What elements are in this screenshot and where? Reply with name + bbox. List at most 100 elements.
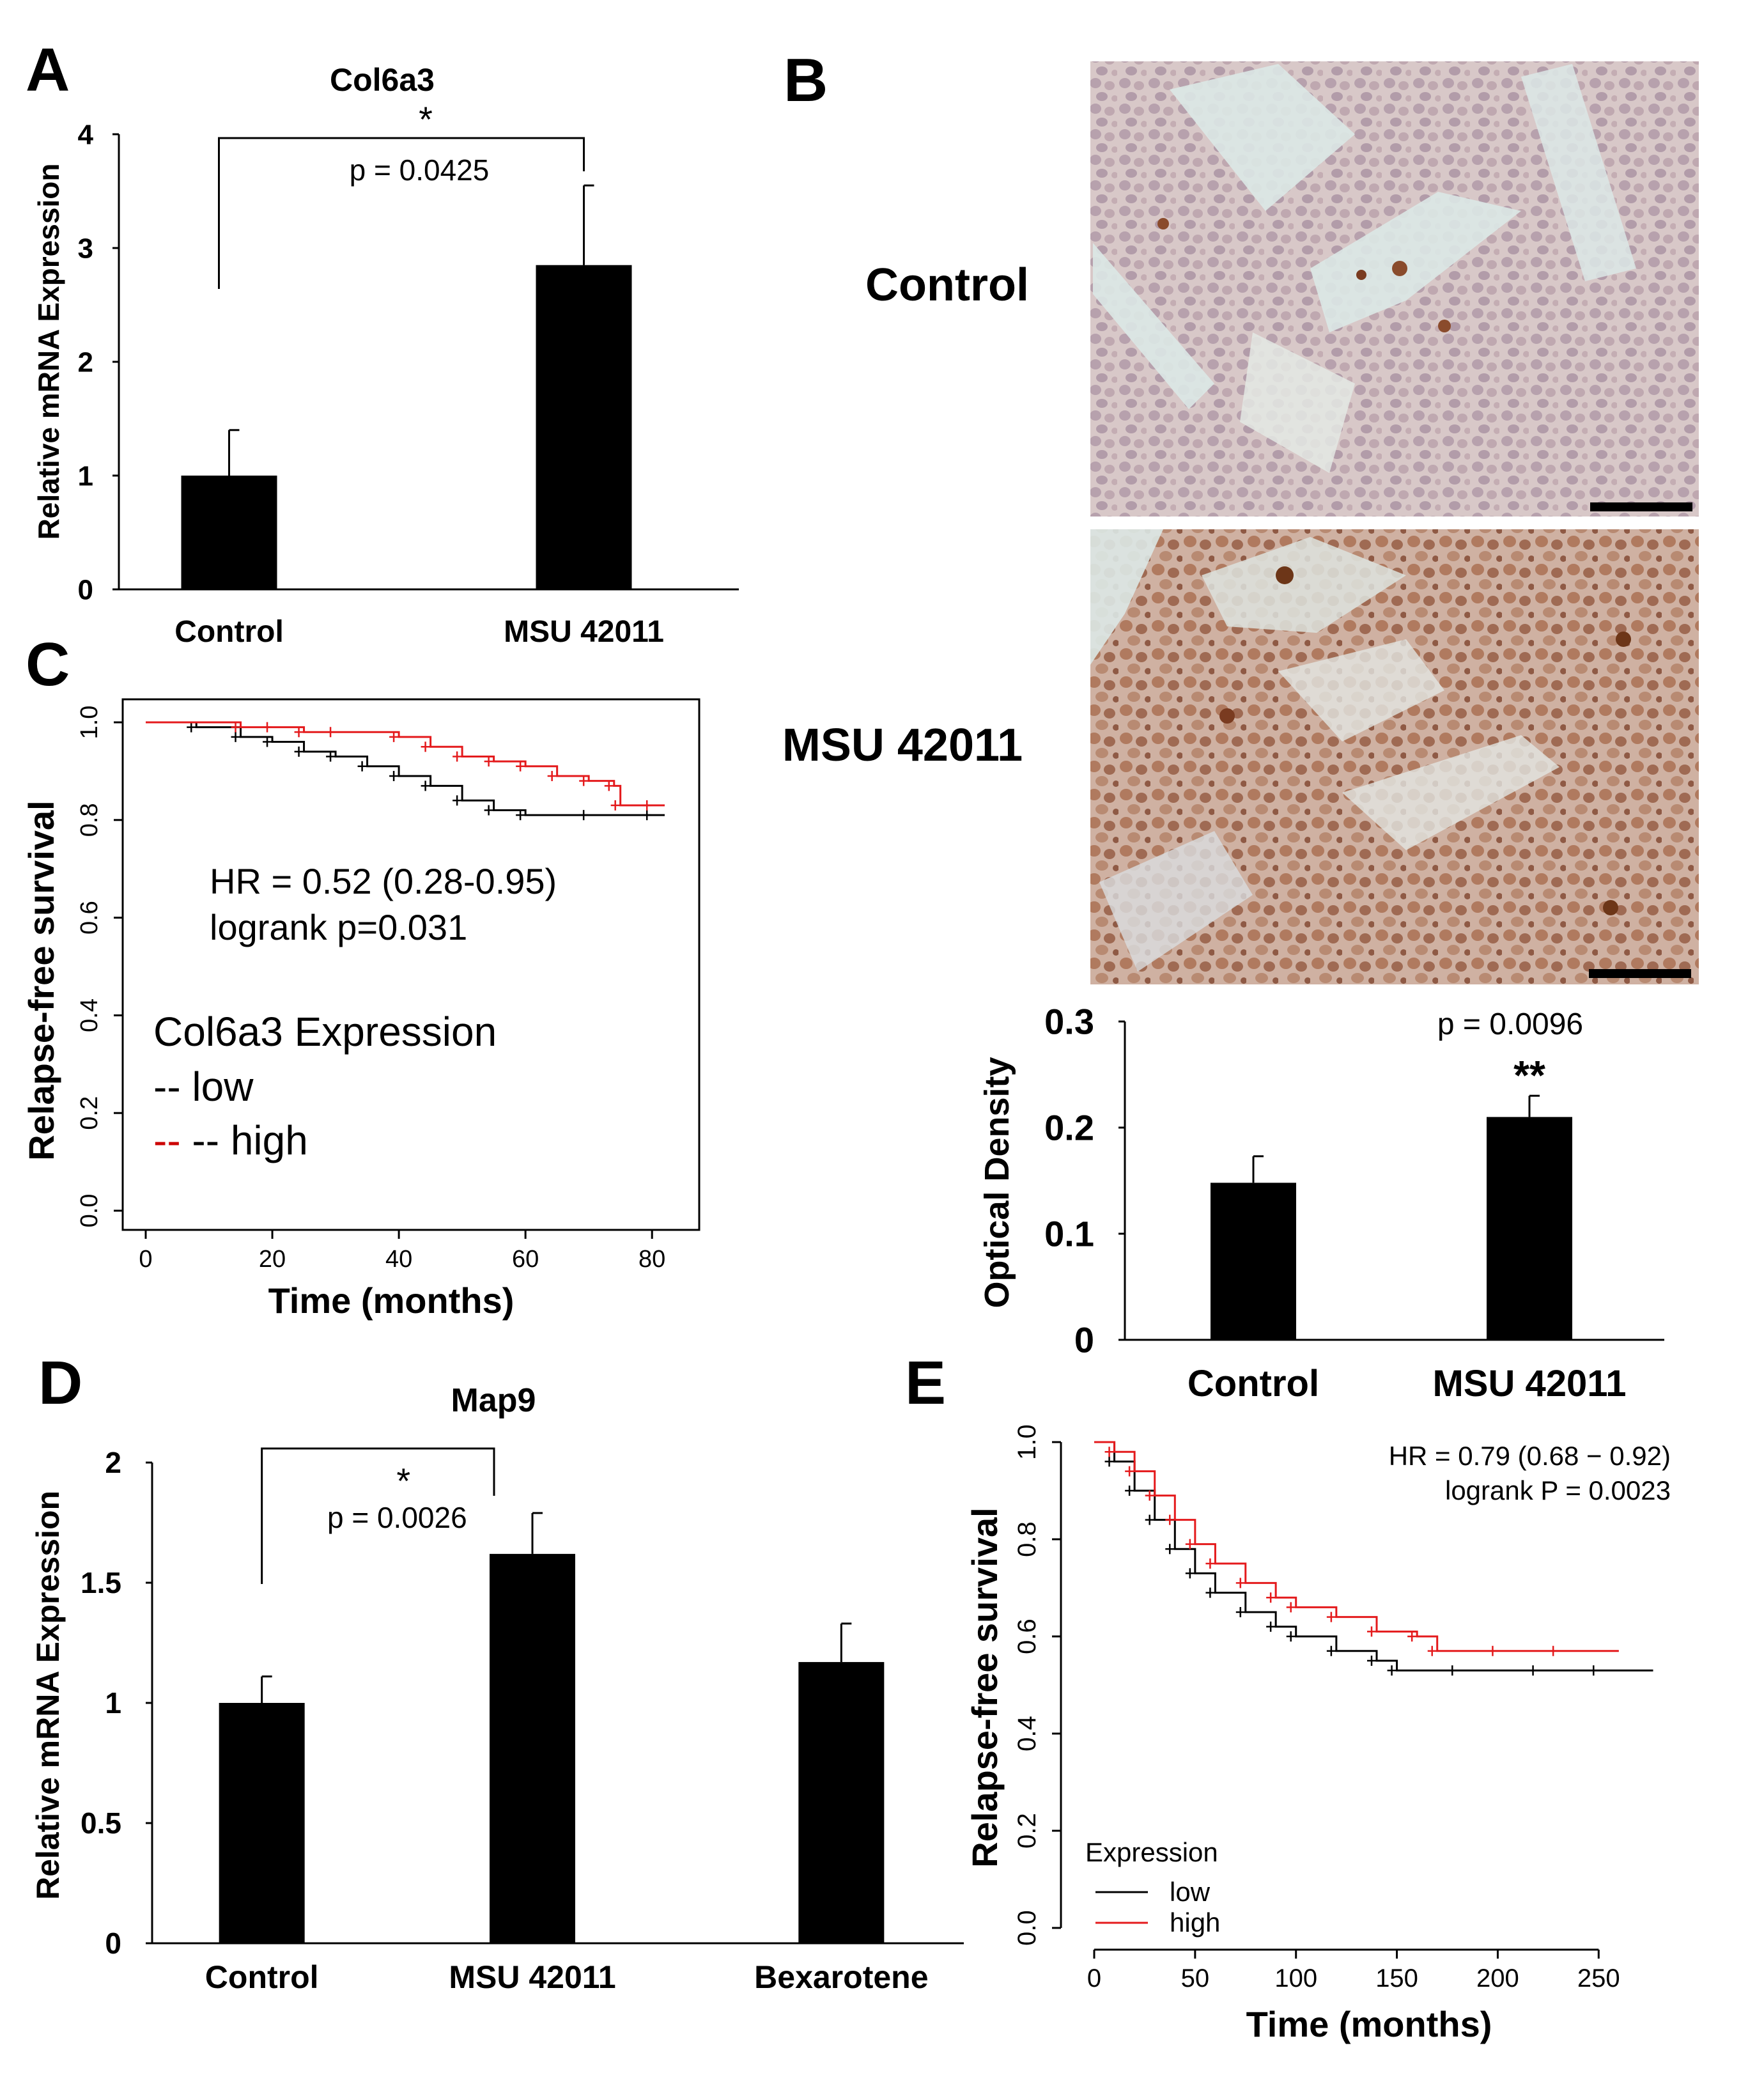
censor-mark-low: [357, 761, 367, 772]
y-tick-label: 0.4: [76, 998, 103, 1032]
censor-mark-high: [579, 775, 589, 786]
censor-mark-high: [453, 751, 462, 762]
censor-mark-low: [1266, 1621, 1276, 1632]
censor-mark-low: [187, 722, 196, 733]
censor-mark-high: [1367, 1626, 1376, 1637]
image-label-msu: MSU 42011: [782, 720, 1023, 771]
y-tick-label: 1: [105, 1686, 121, 1720]
msu42011-tissue-image: [1090, 529, 1699, 984]
censor-mark-low: [263, 736, 272, 747]
y-tick-label: 0.1: [1044, 1214, 1094, 1254]
panel-b-chart: Optical Density 0 0.1 0.2 0.3 Control MSU 420…: [978, 1002, 1664, 1404]
category-label: Control: [205, 1959, 319, 1995]
y-tick-label: 0.3: [1044, 1002, 1094, 1042]
y-tick-label: 0: [1074, 1320, 1094, 1360]
censor-mark-high: [484, 756, 493, 767]
censor-mark-low: [516, 810, 525, 821]
panel-e-ylabel: Relapse-free survival: [964, 1507, 1005, 1867]
panel-letter-e: E: [905, 1349, 946, 1417]
category-label: Control: [174, 615, 284, 649]
censor-mark-high: [1326, 1611, 1336, 1622]
censor-mark-high: [547, 771, 557, 782]
censor-mark-low: [231, 731, 240, 742]
censor-mark-low: [1185, 1568, 1195, 1579]
y-tick-label: 0.6: [1013, 1619, 1041, 1654]
category-label: MSU 42011: [449, 1959, 615, 1995]
y-tick-label: 0.4: [1013, 1716, 1041, 1751]
censor-mark-low: [1286, 1631, 1296, 1642]
panel-a-title: Col6a3: [330, 62, 435, 98]
censor-mark-high: [610, 800, 620, 811]
panel-b-images: Control MSU 42011: [782, 61, 1699, 984]
survival-curve-high: [1094, 1441, 1619, 1652]
panel-e-hr: HR = 0.79 (0.68 − 0.92): [1389, 1441, 1671, 1471]
x-tick-label: 0: [139, 1246, 152, 1273]
x-tick-label: 20: [259, 1246, 286, 1273]
censor-mark-low: [1528, 1665, 1538, 1676]
panel-a-ylabel: Relative mRNA Expression: [32, 164, 65, 540]
y-tick-label: 4: [78, 119, 94, 150]
censor-mark-low: [1448, 1665, 1457, 1676]
censor-mark-low: [484, 805, 493, 816]
significance-star: *: [419, 99, 433, 139]
panel-d-ylabel: Relative mRNA Expression: [30, 1491, 66, 1900]
censor-mark-high: [1286, 1602, 1296, 1613]
bar-msu-42011: [490, 1553, 575, 1943]
panel-d-title: Map9: [451, 1382, 536, 1419]
bar-msu-42011: [536, 265, 632, 589]
censor-mark-low: [421, 780, 430, 791]
censor-mark-high: [1427, 1645, 1437, 1656]
x-tick-label: 60: [512, 1246, 539, 1273]
censor-mark-high: [1165, 1514, 1175, 1525]
panel-e-legend-low: low: [1170, 1877, 1211, 1907]
y-tick-label: 1: [78, 460, 93, 492]
panel-c-ylabel: Relapse-free survival: [21, 800, 61, 1160]
censor-mark-low: [642, 810, 652, 821]
y-tick-label: 0.8: [1013, 1521, 1041, 1557]
x-tick-label: 40: [385, 1246, 412, 1273]
bar-control: [1211, 1183, 1296, 1340]
image-label-control: Control: [865, 260, 1029, 311]
significance-bracket: [261, 1447, 495, 1584]
panel-d-chart: Map9 Relative mRNA Expression 0 0.5 1 1.5 2 C…: [30, 1382, 964, 1995]
panel-letter-b: B: [784, 46, 828, 114]
y-tick-label: 0: [78, 574, 93, 605]
censor-mark-low: [1387, 1665, 1396, 1676]
category-label: Control: [1188, 1363, 1319, 1404]
panel-e-chart: Relapse-free survival Time (months) HR =…: [964, 1424, 1671, 2044]
censor-mark-high: [326, 727, 336, 738]
bar-bexarotene: [798, 1662, 885, 1943]
censor-mark-high: [604, 780, 614, 791]
censor-mark-high: [1235, 1578, 1245, 1588]
panel-c-legend-low: -- low: [153, 1064, 254, 1110]
panel-e-pvalue: logrank P = 0.0023: [1445, 1475, 1671, 1505]
category-label: MSU 42011: [504, 615, 664, 649]
censor-mark-high: [516, 761, 525, 772]
censor-mark-low: [294, 746, 304, 757]
y-tick-label: 0.2: [1044, 1108, 1094, 1148]
censor-mark-high: [1205, 1558, 1215, 1569]
significance-star: **: [1513, 1052, 1545, 1098]
panel-c-chart: Relapse-free survival Time (months) HR =…: [21, 698, 700, 1321]
significance-star: *: [396, 1461, 410, 1501]
y-tick-label: 1.0: [76, 706, 103, 740]
y-tick-label: 2: [78, 346, 93, 378]
y-tick-label: 0: [105, 1927, 121, 1960]
survival-curve-high: [146, 721, 665, 807]
censor-mark-high: [1145, 1490, 1154, 1501]
censor-mark-low: [1165, 1544, 1175, 1555]
censor-mark-high: [1266, 1592, 1276, 1603]
y-tick-label: 1.5: [81, 1566, 121, 1599]
bar-control: [181, 476, 277, 589]
bar-control: [219, 1703, 305, 1943]
x-tick-label: 200: [1476, 1964, 1519, 1992]
significance-bracket: [218, 137, 585, 289]
x-tick-label: 100: [1274, 1964, 1317, 1992]
y-tick-label: 2: [105, 1446, 121, 1479]
panel-letter-a: A: [26, 36, 70, 104]
control-tissue-image: [1090, 61, 1699, 516]
censor-mark-high: [421, 742, 430, 752]
censor-mark-low: [1104, 1456, 1114, 1467]
panel-e-xlabel: Time (months): [1246, 2004, 1492, 2044]
